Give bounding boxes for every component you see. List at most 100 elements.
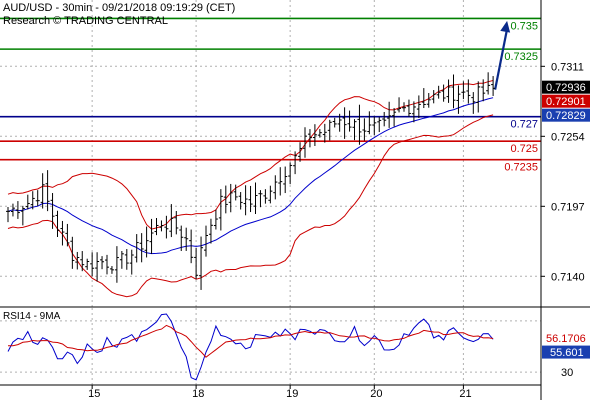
ohlc-bar	[223, 185, 228, 214]
ohlc-bar	[402, 102, 406, 112]
ohlc-bar	[109, 266, 114, 274]
ohlc-bar	[436, 85, 441, 99]
ohlc-bar	[382, 111, 387, 127]
ohlc-bar	[114, 246, 119, 283]
target-arrow-shaft	[494, 28, 509, 90]
rsi-panel-title: RSI14 - 9MA	[3, 311, 61, 322]
ohlc-bar	[332, 117, 337, 128]
ohlc-bar	[317, 129, 322, 138]
ohlc-bar	[233, 184, 238, 201]
ohlc-bar	[85, 258, 90, 270]
time-tick-label: 15	[88, 388, 100, 400]
ohlc-bar	[253, 182, 258, 215]
ohlc-bar	[446, 79, 451, 103]
rsi14-label-text: 55.601	[550, 347, 584, 359]
ohlc-bar	[55, 210, 60, 238]
ohlc-bar	[387, 101, 392, 128]
level-label: 0.725	[510, 143, 538, 155]
ohlc-bar	[159, 220, 164, 232]
ohlc-bar	[288, 162, 293, 185]
ohlc-bar	[426, 93, 431, 108]
ohlc-bar	[35, 190, 40, 207]
ohlc-bar	[228, 183, 233, 213]
price-layer	[6, 72, 496, 298]
chart-header-line1: AUD/USD - 30min - 09/21/2018 09:19:29 (C…	[3, 2, 235, 14]
ohlc-bar	[421, 88, 426, 109]
ohlc-bar	[15, 201, 20, 219]
ohlc-bar	[451, 74, 456, 109]
price-label-text: 0.72936	[546, 82, 586, 94]
ohlc-bar	[322, 123, 327, 143]
ohlc-bar	[208, 218, 213, 244]
ohlc-bar	[139, 233, 144, 263]
ohlc-bar	[174, 210, 179, 235]
ohlc-bar	[471, 92, 476, 114]
ohlc-bar	[367, 111, 372, 135]
ohlc-bar	[406, 99, 411, 117]
ohlc-bar	[283, 166, 288, 194]
ohlc-bar	[144, 226, 149, 258]
ohlc-bar	[20, 205, 25, 226]
ohlc-bar	[129, 249, 134, 275]
ohlc-bar	[377, 117, 382, 133]
time-tick-label: 21	[459, 388, 471, 400]
ohlc-bar	[25, 194, 30, 210]
ohlc-bar	[456, 85, 461, 114]
ohlc-bar	[486, 72, 491, 95]
level-label: 0.735	[510, 20, 538, 32]
ohlc-bar	[75, 251, 80, 270]
ohlc-bar	[213, 209, 218, 230]
ohlc-bar	[6, 207, 10, 223]
ohlc-bar	[184, 227, 189, 251]
ohlc-bar	[476, 81, 481, 113]
rsi14-label-box	[542, 345, 590, 359]
ohlc-bar	[357, 104, 362, 145]
ohlc-bar	[392, 107, 397, 127]
time-tick-label: 19	[286, 388, 298, 400]
ohlc-bar	[268, 185, 273, 204]
price-tick-label: 0.7254	[551, 131, 585, 143]
ohlc-bar	[40, 173, 45, 209]
ohlc-bar	[30, 191, 35, 210]
target-arrow-head	[500, 20, 511, 33]
ohlc-bar	[372, 116, 377, 136]
ohlc-bar	[362, 118, 367, 141]
ohlc-bar	[303, 127, 307, 158]
ohlc-bar	[50, 193, 55, 229]
ohlc-bar	[90, 252, 95, 277]
ohlc-bar	[80, 251, 85, 272]
rsi-layer	[7, 313, 494, 381]
time-tick-label: 18	[192, 388, 204, 400]
ohlc-bar	[248, 185, 253, 213]
time-tick-label: 20	[370, 388, 382, 400]
rsi-ma-label-text: 56.1706	[546, 333, 586, 345]
ohlc-bar	[441, 84, 446, 102]
ohlc-bar	[204, 225, 208, 257]
ohlc-bar	[179, 225, 184, 252]
price-tick-label: 0.7311	[551, 61, 584, 73]
price-label-text: 0.72901	[546, 96, 586, 108]
rsi-tick-label: 30	[561, 367, 573, 379]
ohlc-bar	[124, 249, 129, 270]
price-label-box	[542, 94, 590, 108]
ohlc-bar	[154, 217, 159, 236]
ohlc-bar	[466, 79, 471, 104]
ohlc-bar	[65, 223, 70, 247]
ohlc-bar	[263, 189, 268, 204]
ohlc-bar	[352, 119, 357, 141]
moving-average-line	[7, 97, 494, 255]
bollinger-upper-line	[7, 80, 494, 230]
ohlc-bar	[169, 204, 174, 238]
ohlc-bar	[481, 79, 486, 102]
ohlc-bar	[307, 129, 312, 148]
ohlc-bar	[105, 254, 109, 275]
ohlc-bar	[347, 110, 352, 132]
ohlc-bar	[461, 81, 466, 100]
ohlc-bar	[397, 97, 402, 113]
price-label-box	[542, 108, 590, 122]
price-tick-label: 0.7140	[551, 271, 585, 283]
ohlc-bar	[10, 203, 15, 217]
levels-layer: 0.735 0.7325 0.727 0.725 0.7235	[0, 17, 541, 174]
